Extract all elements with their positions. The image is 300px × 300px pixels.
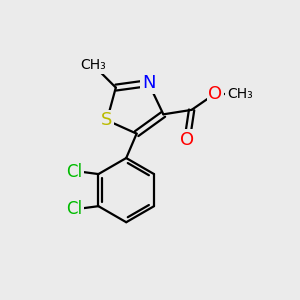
Text: CH₃: CH₃ <box>81 58 106 72</box>
Text: Cl: Cl <box>66 163 82 181</box>
Text: Cl: Cl <box>66 200 82 217</box>
Text: CH₃: CH₃ <box>227 86 253 100</box>
Text: O: O <box>208 85 223 103</box>
Text: O: O <box>180 130 194 148</box>
Text: S: S <box>101 111 112 129</box>
Text: N: N <box>142 74 155 92</box>
